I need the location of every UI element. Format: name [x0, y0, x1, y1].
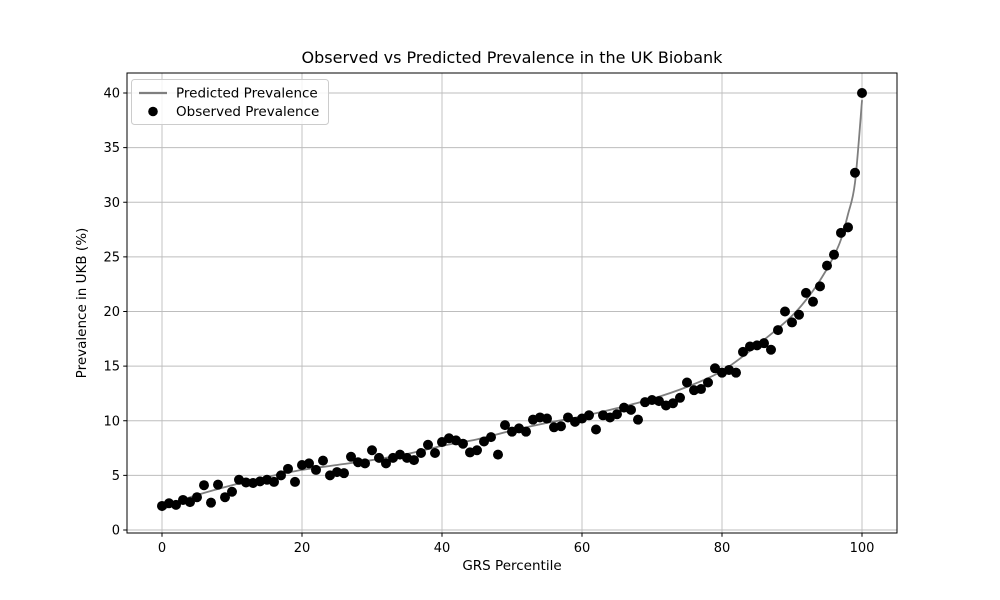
- observed-point: [493, 449, 503, 460]
- observed-point: [801, 287, 811, 298]
- observed-point: [220, 492, 230, 503]
- observed-point: [213, 479, 223, 490]
- observed-point: [416, 447, 426, 458]
- observed-point: [738, 346, 748, 357]
- observed-point: [304, 458, 314, 469]
- observed-point: [857, 87, 867, 98]
- observed-point: [199, 480, 209, 491]
- observed-point: [626, 404, 636, 415]
- chart-title: Observed vs Predicted Prevalence in the …: [302, 48, 724, 67]
- observed-point: [290, 476, 300, 487]
- observed-point: [731, 367, 741, 378]
- observed-point: [633, 414, 643, 425]
- x-tick-label: 40: [434, 541, 451, 556]
- observed-point: [822, 260, 832, 271]
- observed-point: [682, 377, 692, 388]
- observed-point: [829, 249, 839, 260]
- predicted-line: [161, 99, 863, 512]
- observed-point: [318, 455, 328, 466]
- observed-point: [409, 455, 419, 466]
- y-tick-label: 25: [103, 250, 120, 265]
- observed-point: [374, 452, 384, 463]
- observed-point: [423, 439, 433, 450]
- observed-point: [808, 296, 818, 307]
- observed-point: [311, 464, 321, 475]
- observed-point: [759, 338, 769, 349]
- x-tick-label: 0: [158, 541, 166, 556]
- y-tick-label: 40: [103, 87, 120, 102]
- observed-point: [850, 167, 860, 178]
- observed-point: [584, 410, 594, 421]
- observed-point: [185, 497, 195, 508]
- observed-point: [192, 492, 202, 503]
- observed-point: [780, 306, 790, 317]
- legend-label-predicted: Predicted Prevalence: [176, 86, 318, 102]
- observed-point: [269, 476, 279, 487]
- observed-point: [794, 309, 804, 320]
- observed-point: [367, 445, 377, 456]
- observed-point: [486, 432, 496, 443]
- data-layer: [157, 87, 867, 512]
- observed-point: [283, 463, 293, 474]
- x-tick-label: 80: [714, 541, 731, 556]
- observed-point: [703, 377, 713, 388]
- x-tick-label: 100: [850, 541, 875, 556]
- observed-point: [521, 426, 531, 437]
- x-tick-label: 20: [294, 541, 311, 556]
- legend: Predicted Prevalence Observed Prevalence: [131, 79, 329, 125]
- observed-point: [696, 384, 706, 395]
- y-tick-label: 10: [103, 414, 120, 429]
- legend-label-observed: Observed Prevalence: [176, 104, 319, 120]
- observed-point: [472, 445, 482, 456]
- observed-point: [381, 458, 391, 469]
- observed-point: [787, 317, 797, 328]
- observed-point: [542, 413, 552, 424]
- observed-point: [815, 281, 825, 292]
- observed-point: [843, 222, 853, 233]
- observed-point: [227, 486, 237, 497]
- observed-point: [500, 420, 510, 431]
- legend-dot-sample-icon: [148, 106, 158, 117]
- observed-point: [276, 470, 286, 481]
- observed-point: [360, 458, 370, 469]
- observed-point: [430, 447, 440, 458]
- y-tick-label: 20: [103, 305, 120, 320]
- y-tick-label: 5: [112, 469, 120, 484]
- observed-point: [346, 451, 356, 462]
- observed-point: [675, 392, 685, 403]
- y-tick-label: 0: [112, 524, 120, 539]
- plot-spines: [126, 72, 898, 534]
- legend-box: [131, 79, 329, 125]
- observed-point: [668, 398, 678, 409]
- observed-point: [171, 499, 181, 510]
- y-axis-label: Prevalence in UKB (%): [74, 228, 90, 379]
- observed-point: [591, 424, 601, 435]
- y-tick-label: 30: [103, 196, 120, 211]
- axes-layer: 0 20 40 60 80 100 0 5 10 15 20 25 30 35 40: [103, 72, 898, 556]
- y-tick-label: 35: [103, 141, 120, 156]
- observed-point: [458, 438, 468, 449]
- observed-point: [556, 421, 566, 432]
- x-axis-label: GRS Percentile: [462, 558, 561, 574]
- observed-point: [766, 344, 776, 355]
- observed-point: [612, 409, 622, 420]
- observed-point: [773, 325, 783, 336]
- observed-point: [836, 227, 846, 238]
- observed-point: [339, 468, 349, 479]
- x-tick-label: 60: [574, 541, 591, 556]
- y-tick-label: 15: [103, 360, 120, 375]
- observed-point: [206, 497, 216, 508]
